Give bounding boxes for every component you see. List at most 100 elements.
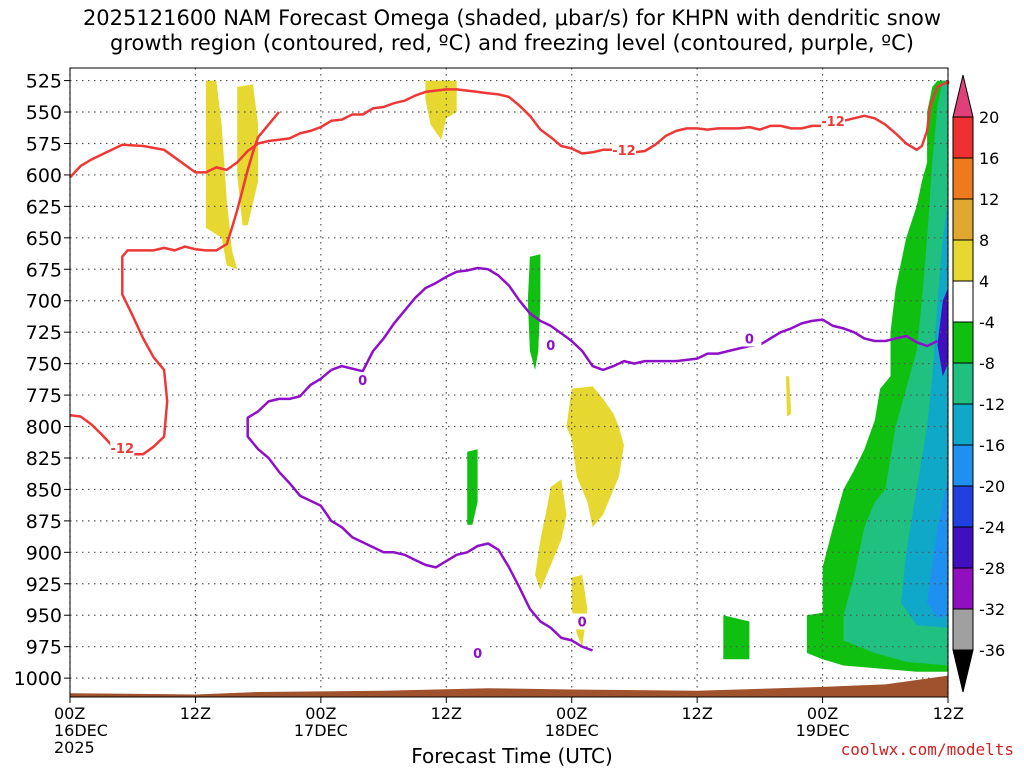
colorbar-label-7: -12: [979, 395, 1005, 414]
y-tick-label-11: 800: [26, 417, 62, 439]
colorbar-segment-5: [952, 321, 974, 364]
colorbar: 20 16 12 8 4 -4 -8 -12 -16 -20 -24 -28 -32 -36: [952, 74, 1005, 693]
dendritic-contour-upper: [69, 80, 950, 179]
site-credit[interactable]: coolwx.com/modelts: [840, 740, 1014, 759]
x-tick-label-3: 12Z: [431, 704, 462, 723]
colorbar-segment-8: [952, 444, 974, 487]
y-tick-label-15: 900: [26, 542, 62, 564]
colorbar-label-13: -36: [979, 641, 1005, 660]
colorbar-segment-12: [952, 608, 974, 651]
contour-label-5: 0: [745, 332, 754, 347]
x-tick-date-6: 19DEC: [796, 721, 850, 740]
colorbar-segment-11: [952, 567, 974, 610]
colorbar-label-1: 16: [979, 149, 999, 168]
colorbar-segment-9: [952, 485, 974, 528]
contour-label-bg-6: [570, 613, 595, 630]
y-tick-label-14: 875: [26, 511, 62, 533]
contour-label-bg-0: [110, 439, 135, 456]
contour-label-bg-2: [821, 112, 846, 129]
y-tick-label-1: 550: [26, 102, 62, 124]
x-tick-date-4: 18DEC: [545, 721, 599, 740]
colorbar-segment-3: [952, 239, 974, 282]
colorbar-top-arrow: [952, 74, 974, 118]
colorbar-label-4: 4: [979, 272, 989, 291]
y-tick-label-12: 825: [26, 448, 62, 470]
y-tick-label-4: 625: [26, 196, 62, 218]
omega-region-6: [786, 376, 792, 417]
ground-fill: [70, 675, 948, 697]
y-tick-label-9: 750: [26, 354, 62, 376]
y-tick-label-6: 675: [26, 259, 62, 281]
y-tick-label-2: 575: [26, 133, 62, 155]
freezing-contour-lower: [246, 368, 594, 652]
omega-region-7: [527, 254, 541, 370]
contour-label-1: -12: [612, 144, 636, 159]
colorbar-segment-7: [952, 403, 974, 446]
x-tick-label-0: 00Z: [54, 704, 85, 723]
x-tick-date-0: 16DEC: [54, 721, 108, 740]
contour-label-4: 0: [546, 339, 555, 354]
contour-label-bg-1: [611, 141, 636, 158]
contour-label-bg-5: [737, 330, 762, 347]
contour-layer: -12 -12 -12 0 0 0 0 0: [69, 80, 950, 662]
contour-label-6: 0: [578, 616, 587, 631]
omega-region-2: [425, 80, 457, 140]
x-tick-date-2: 17DEC: [294, 721, 348, 740]
omega-region-5: [571, 575, 588, 647]
contour-label-bg-7: [465, 644, 490, 661]
grid-lines: [69, 68, 949, 697]
omega-region-12: [901, 200, 948, 628]
contour-label-bg-4: [538, 336, 563, 353]
colorbar-label-10: -24: [979, 518, 1005, 537]
omega-region-13: [927, 476, 948, 618]
omega-region-1: [237, 84, 259, 226]
colorbar-label-3: 8: [979, 231, 989, 250]
y-tick-label-5: 650: [26, 228, 62, 250]
colorbar-label-9: -20: [979, 477, 1005, 496]
omega-region-4: [535, 479, 567, 591]
colorbar-segment-6: [952, 362, 974, 405]
y-tick-label-18: 975: [26, 637, 62, 659]
y-tick-label-8: 725: [26, 322, 62, 344]
contour-label-3: 0: [358, 374, 367, 389]
x-tick-year-0: 2025: [54, 738, 95, 757]
colorbar-label-11: -28: [979, 559, 1005, 578]
y-tick-label-13: 850: [26, 479, 62, 501]
colorbar-segment-4: [952, 280, 974, 323]
colorbar-label-6: -8: [979, 354, 995, 373]
contour-label-bg-3: [350, 371, 375, 388]
colorbar-segment-2: [952, 198, 974, 241]
omega-region-14: [937, 288, 948, 377]
x-tick-label-6: 00Z: [807, 704, 838, 723]
omega-region-3: [566, 386, 624, 528]
omega-region-8: [467, 449, 478, 525]
y-tick-label-3: 600: [26, 165, 62, 187]
colorbar-label-0: 20: [979, 108, 999, 127]
colorbar-segment-10: [952, 526, 974, 569]
x-tick-label-1: 12Z: [180, 704, 211, 723]
colorbar-label-8: -16: [979, 436, 1005, 455]
ground-surface: [70, 675, 948, 697]
y-tick-label-16: 925: [26, 574, 62, 596]
x-tick-label-2: 00Z: [305, 704, 336, 723]
x-tick-label-5: 12Z: [681, 704, 712, 723]
y-tick-label-7: 700: [26, 291, 62, 313]
omega-shading-layer: [205, 80, 948, 672]
colorbar-label-2: 12: [979, 190, 999, 209]
chart-title-line1: 2025121600 NAM Forecast Omega (shaded, μ…: [82, 6, 942, 30]
x-tick-label-4: 00Z: [556, 704, 587, 723]
contour-label-0: -12: [111, 442, 135, 457]
chart-title-line2: growth region (contoured, red, ºC) and f…: [110, 31, 914, 55]
x-tick-label-7: 12Z: [933, 704, 964, 723]
colorbar-label-12: -32: [979, 600, 1005, 619]
colorbar-label-5: -4: [979, 313, 995, 332]
colorbar-bottom-arrow: [952, 649, 974, 693]
y-tick-label-19: 1000: [14, 668, 62, 690]
y-tick-label-10: 775: [26, 385, 62, 407]
contour-label-2: -12: [821, 115, 845, 130]
y-tick-label-0: 525: [26, 71, 62, 93]
y-axis: 525 550 575 600 625 650 675 700 725 750 775 800 825 8…: [14, 71, 70, 690]
contour-label-7: 0: [473, 647, 482, 662]
plot-frame: [69, 67, 949, 698]
